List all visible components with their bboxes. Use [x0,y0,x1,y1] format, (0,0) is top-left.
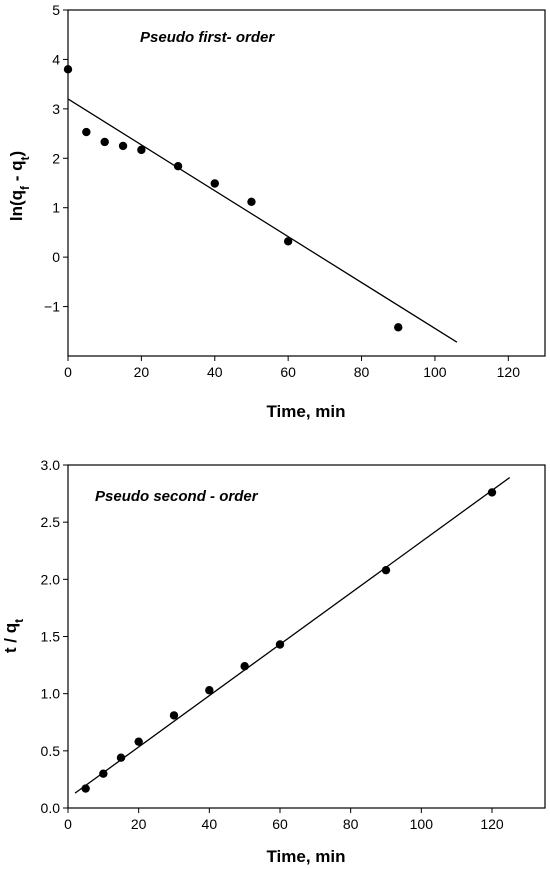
regression-line [67,98,458,343]
x-tick-label: 100 [410,816,434,832]
data-point [210,179,219,188]
y-tick-label: 0.5 [41,743,61,759]
data-point [247,197,256,206]
x-tick-label: 20 [134,364,150,380]
x-tick-label: 120 [497,364,521,380]
y-tick-label: 0.0 [41,800,61,816]
plot-frame [67,464,546,809]
x-tick-label: 80 [354,364,370,380]
x-tick-label: 0 [64,364,72,380]
data-series [63,65,458,343]
tick-labels: 0 20 40 60 80 100 120 −1 0 1 2 3 4 5 [44,2,520,380]
regression-line [74,477,511,794]
data-point [82,127,91,137]
x-tick-label: 40 [207,364,223,380]
y-tick-label: 0 [52,249,60,265]
tick-labels: 0 20 40 60 80 100 120 0.0 0.5 1.0 1.5 2.0 2.5 3.0 [41,457,504,832]
data-point [173,161,183,171]
tick-marks [63,464,493,813]
y-tick-label: 2.5 [41,514,61,530]
data-point [63,65,73,74]
y-axis-title: t / qt [1,619,26,653]
x-tick-label: 60 [280,364,296,380]
x-axis-title: Time, min [266,402,345,421]
chart-first-order: 0 20 40 60 80 100 120 −1 0 1 2 3 4 5 Pseudo first- or… [7,2,546,421]
x-tick-label: 20 [131,816,147,832]
chart-annotation: Pseudo first- order [140,29,275,46]
y-tick-label: −1 [44,299,60,315]
data-point [100,137,109,147]
chart-second-order: 0 20 40 60 80 100 120 0.0 0.5 1.0 1.5 2.0 2.5 3.0 Pse… [1,457,546,866]
y-tick-label: 1.5 [41,629,61,645]
y-tick-label: 4 [52,51,60,67]
y-tick-label: 3.0 [41,457,61,473]
y-tick-label: 2 [52,150,60,166]
data-point [487,488,497,497]
data-point [381,565,391,575]
tick-marks [63,9,509,361]
data-point [394,323,403,332]
data-point [169,711,179,720]
x-tick-label: 60 [272,816,288,832]
data-point [134,737,143,746]
x-tick-label: 80 [343,816,359,832]
data-point [205,686,214,695]
x-tick-label: 120 [480,816,504,832]
data-point [283,237,293,246]
data-series [74,477,511,794]
x-axis-title: Time, min [266,847,345,866]
data-point [137,145,146,155]
y-tick-label: 1.0 [41,686,61,702]
data-point [240,662,249,671]
x-tick-label: 0 [64,816,72,832]
y-tick-label: 5 [52,2,60,18]
x-tick-label: 40 [202,816,218,832]
y-tick-label: 3 [52,101,60,117]
chart-annotation: Pseudo second - order [95,488,259,505]
y-axis-title: ln(qf - qt) [7,151,32,221]
plot-frame [67,9,546,357]
data-point [118,141,128,151]
x-tick-label: 100 [423,364,447,380]
y-tick-label: 2.0 [41,571,61,587]
y-tick-label: 1 [52,200,60,216]
data-point [116,753,126,762]
